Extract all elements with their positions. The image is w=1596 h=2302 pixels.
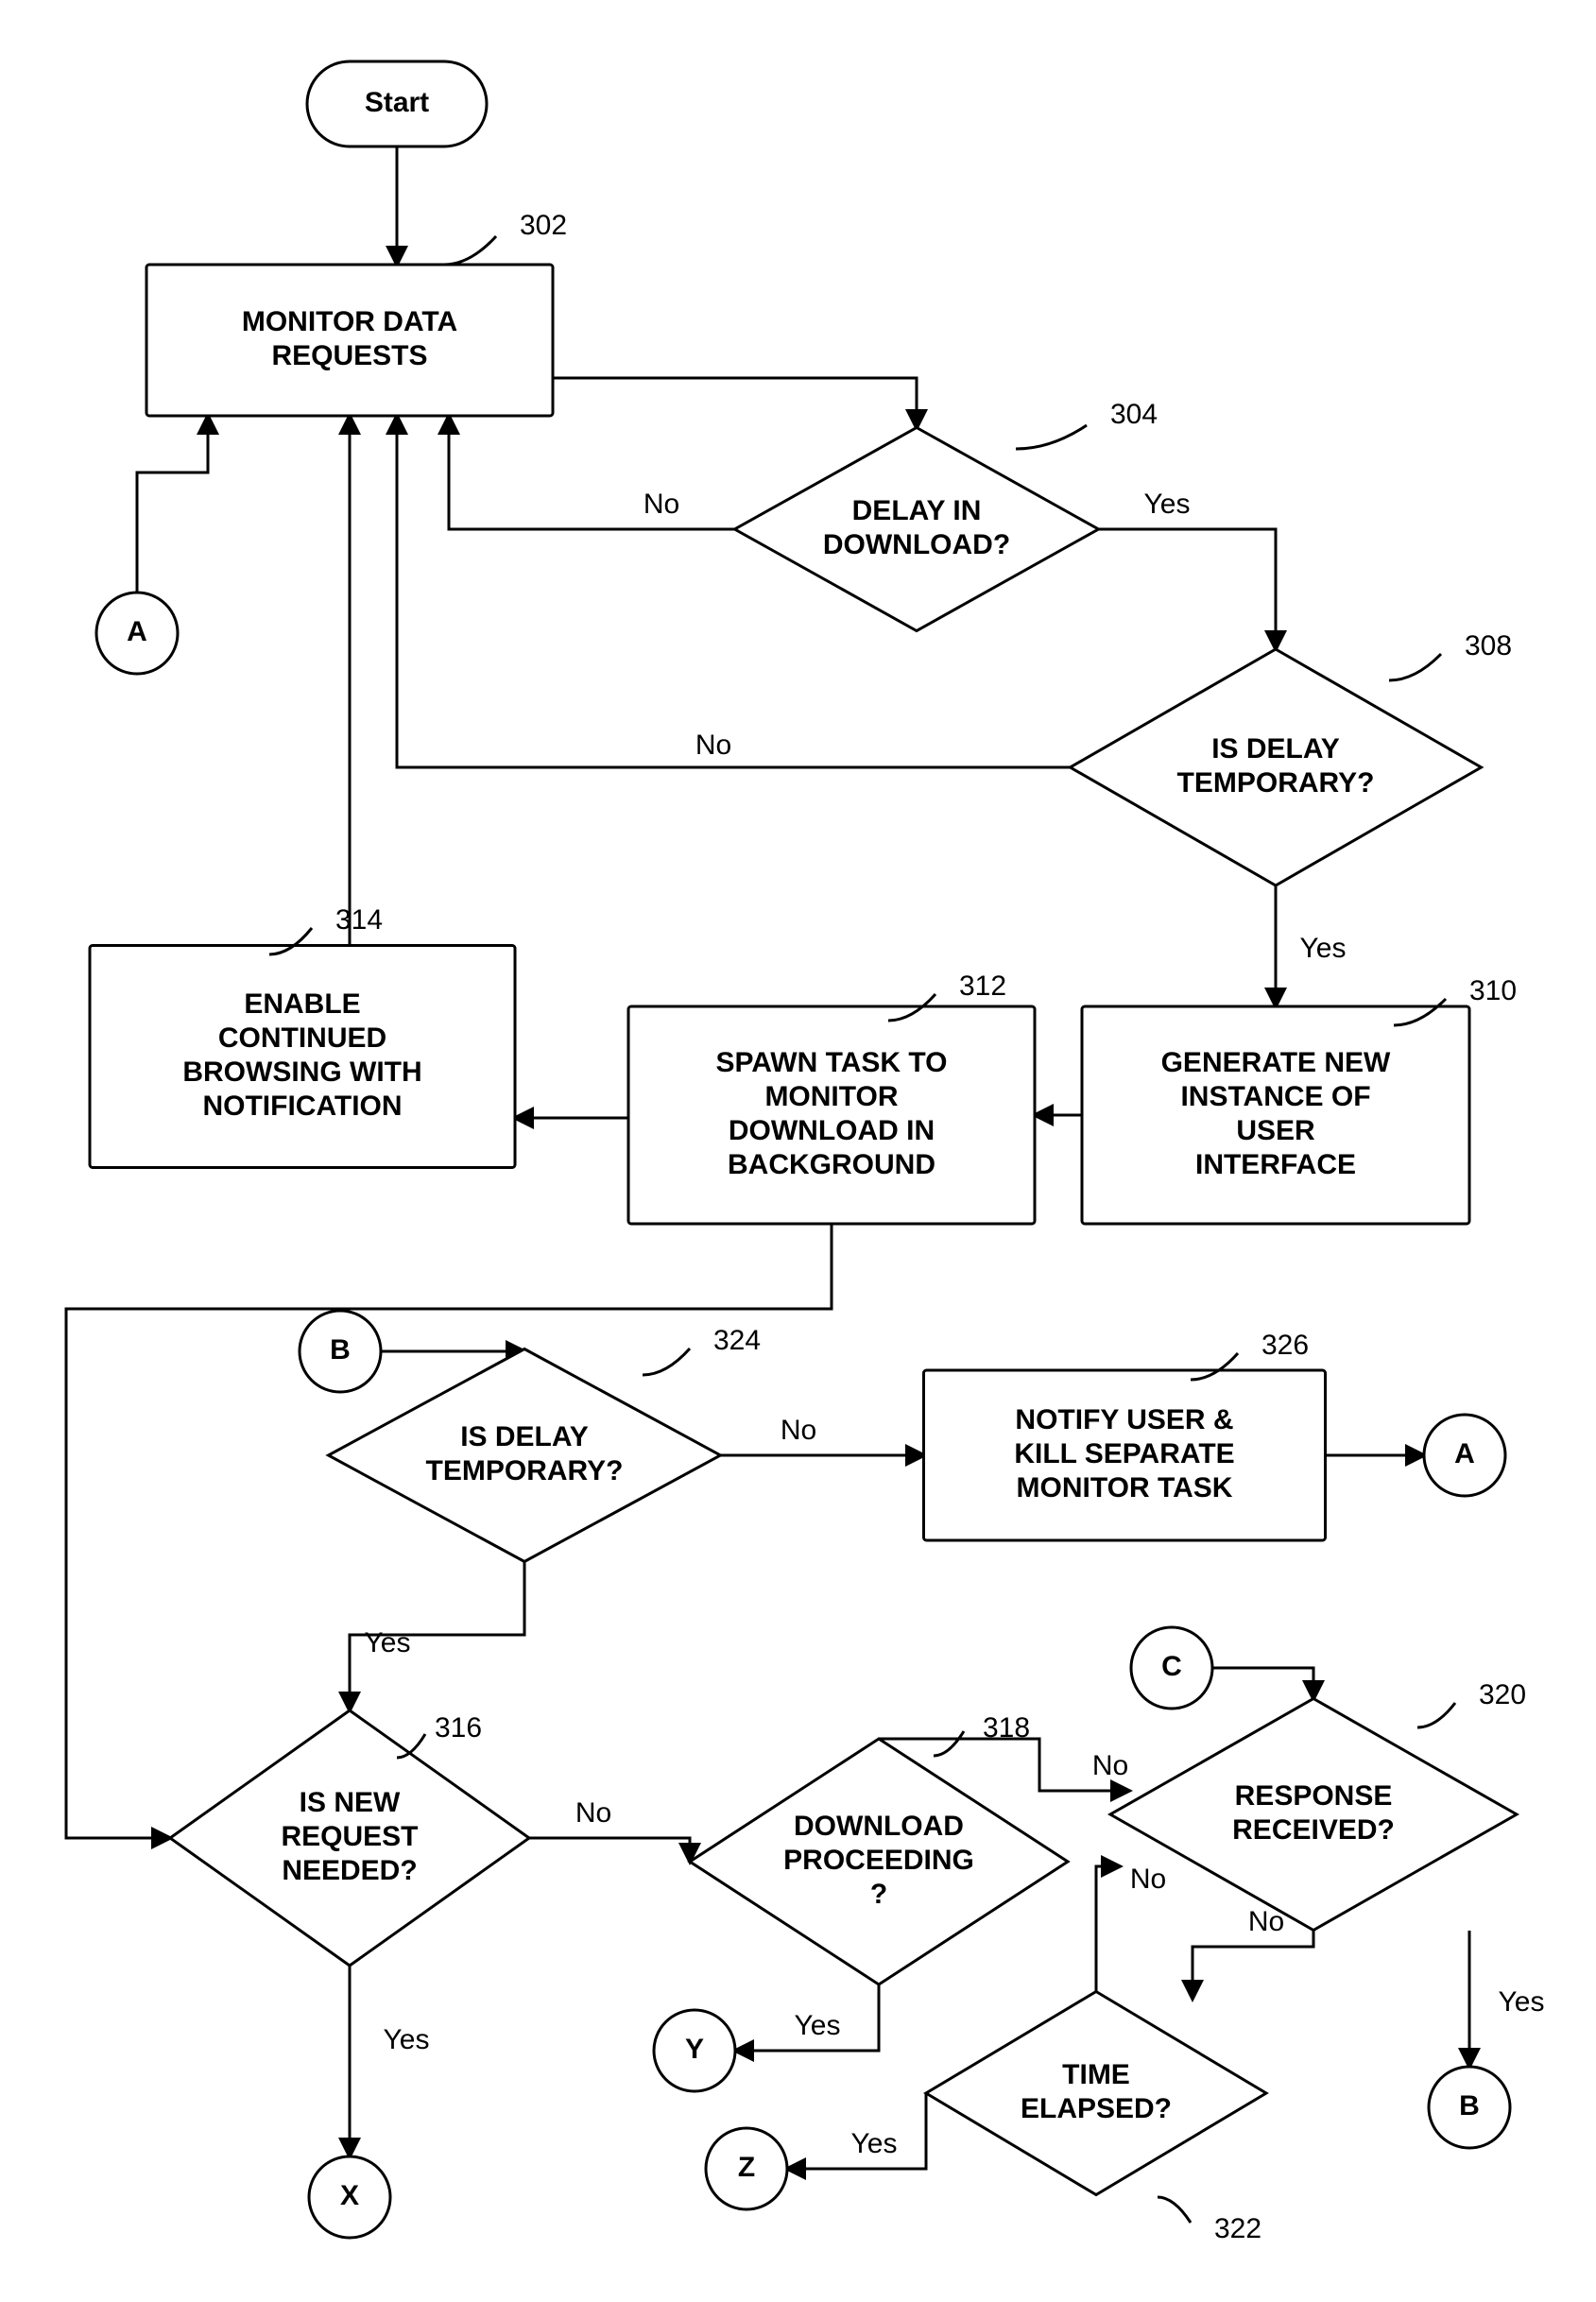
flow-edge — [137, 416, 208, 593]
node-label: INSTANCE OF — [1180, 1081, 1370, 1112]
flow-edge — [66, 1224, 832, 1838]
flow-edge — [1096, 1866, 1120, 1992]
ref-number: 316 — [435, 1712, 482, 1744]
ref-number: 302 — [520, 210, 567, 241]
node-label: BACKGROUND — [728, 1149, 935, 1180]
edge-label: No — [575, 1797, 611, 1829]
ref-leader — [934, 1731, 964, 1756]
edge-label: No — [1130, 1864, 1166, 1895]
edge-label: No — [695, 730, 731, 761]
ref-number: 320 — [1479, 1679, 1526, 1710]
node-label: TEMPORARY? — [426, 1455, 624, 1486]
node-label: MONITOR TASK — [1017, 1472, 1233, 1503]
node-label: IS DELAY — [1211, 733, 1340, 764]
node-label: USER — [1236, 1115, 1315, 1146]
ref-number: 304 — [1110, 399, 1158, 430]
ref-number: 322 — [1214, 2213, 1261, 2244]
node-label: IS NEW — [300, 1787, 401, 1818]
flow-edge — [1193, 1931, 1313, 1999]
edge-label: Yes — [1300, 933, 1347, 964]
node-label: GENERATE NEW — [1161, 1047, 1391, 1078]
flow-edge — [1212, 1668, 1313, 1699]
node-label: RESPONSE — [1235, 1780, 1393, 1812]
ref-leader — [1158, 2197, 1191, 2223]
ref-leader — [1016, 425, 1087, 449]
edge-label: No — [1092, 1750, 1128, 1781]
node-label: IS DELAY — [460, 1421, 589, 1452]
node-label: NEEDED? — [282, 1855, 417, 1886]
node-label: DOWNLOAD? — [823, 529, 1010, 560]
edge-label: Yes — [851, 2128, 898, 2159]
node-label: DOWNLOAD — [794, 1811, 964, 1842]
node-label: B — [1459, 2090, 1480, 2122]
node-label: TEMPORARY? — [1177, 767, 1375, 799]
edge-label: Yes — [795, 2010, 841, 2041]
node-label: C — [1161, 1651, 1182, 1682]
ref-leader — [1389, 654, 1441, 680]
ref-leader — [1417, 1703, 1455, 1727]
edge-label: No — [644, 489, 679, 520]
ref-number: 312 — [959, 971, 1006, 1002]
node-label: ELAPSED? — [1021, 2093, 1172, 2124]
node-label: Start — [365, 87, 429, 118]
node-label: ENABLE — [244, 988, 360, 1020]
ref-number: 318 — [983, 1712, 1030, 1744]
node-label: REQUESTS — [271, 340, 427, 371]
node-label: BROWSING WITH — [182, 1057, 421, 1088]
ref-number: 326 — [1261, 1330, 1309, 1361]
node-label: RECEIVED? — [1232, 1814, 1395, 1846]
node-label: TIME — [1062, 2059, 1130, 2090]
node-label: MONITOR DATA — [242, 306, 457, 337]
ref-number: 310 — [1469, 975, 1517, 1006]
edge-label: Yes — [365, 1627, 411, 1658]
flow-edge — [553, 378, 917, 428]
flow-edge — [529, 1838, 690, 1862]
edge-label: Yes — [1144, 489, 1191, 520]
node-label: PROCEEDING — [783, 1845, 974, 1876]
edge-label: No — [781, 1415, 816, 1446]
edge-label: Yes — [384, 2024, 430, 2055]
ref-leader — [643, 1349, 690, 1375]
node-label: Z — [738, 2152, 755, 2183]
ref-leader — [444, 236, 496, 265]
node-label: REQUEST — [281, 1821, 418, 1852]
edge-label: Yes — [1499, 1986, 1545, 2018]
flow-edge — [449, 416, 735, 529]
node-label: A — [127, 616, 147, 647]
node-label: MONITOR — [764, 1081, 898, 1112]
ref-number: 324 — [713, 1325, 761, 1356]
node-label: DOWNLOAD IN — [729, 1115, 935, 1146]
node-label: SPAWN TASK TO — [715, 1047, 947, 1078]
node-label: X — [340, 2180, 359, 2211]
node-label: CONTINUED — [218, 1022, 386, 1054]
node-label: INTERFACE — [1195, 1149, 1356, 1180]
node-label: Y — [685, 2034, 704, 2065]
flow-edge — [1099, 529, 1276, 649]
ref-number: 314 — [335, 904, 383, 936]
node-label: DELAY IN — [852, 495, 982, 526]
node-label: NOTIFICATION — [202, 1091, 402, 1122]
node-label: KILL SEPARATE — [1014, 1438, 1234, 1469]
flowchart-canvas: NoYesYesNoNoYesNoYesNoYesYesNoNoYes Star… — [0, 0, 1596, 2302]
node-label: B — [330, 1334, 351, 1366]
node-label: NOTIFY USER & — [1015, 1404, 1233, 1435]
node-label: A — [1454, 1438, 1475, 1469]
ref-number: 308 — [1465, 630, 1512, 661]
node-label: ? — [870, 1879, 887, 1910]
